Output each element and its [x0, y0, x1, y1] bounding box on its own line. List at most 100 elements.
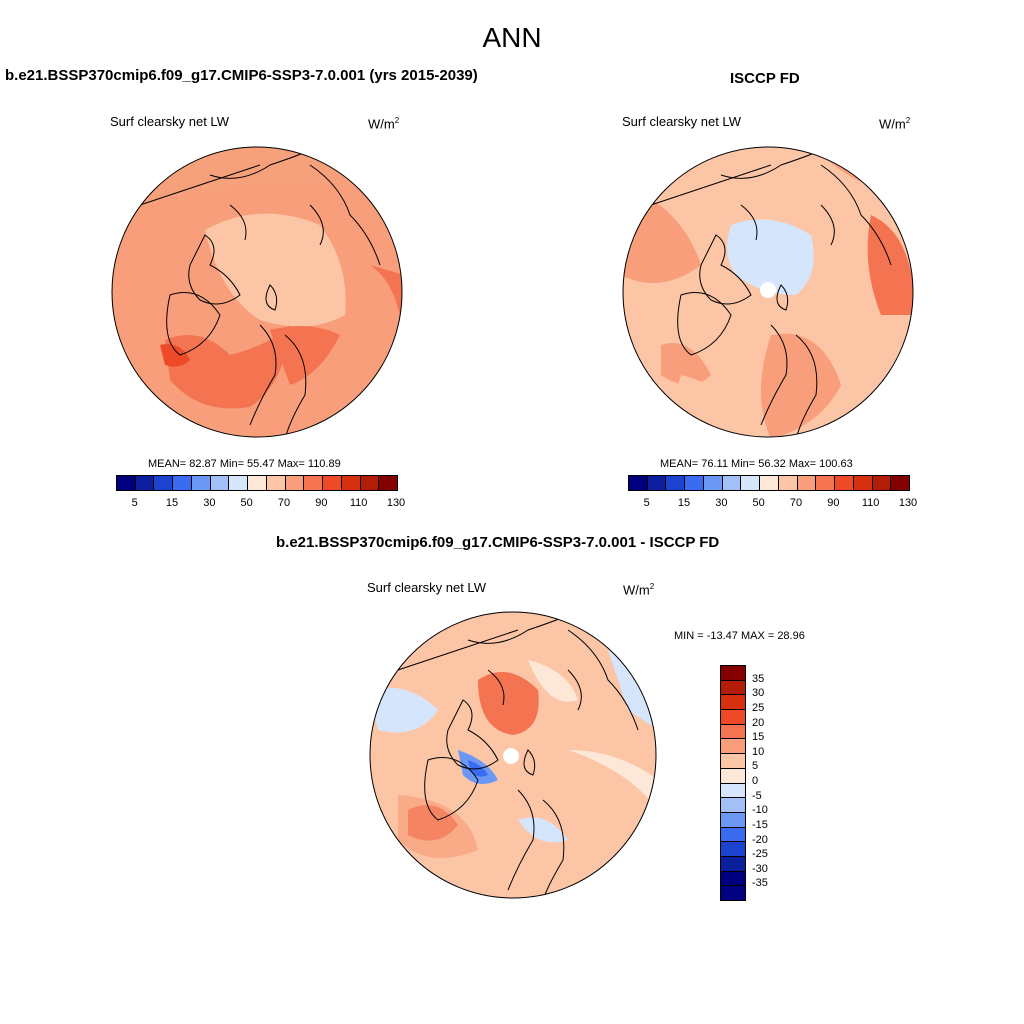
diff-variable-label: Surf clearsky net LW: [367, 580, 486, 595]
colorbar-swatch: [797, 476, 817, 490]
map-coastlines: [139, 149, 381, 437]
diff-colorbar: [720, 665, 746, 901]
colorbar-swatch: [721, 812, 745, 828]
map-fill-arctic-anomaly: [478, 672, 539, 735]
colorbar-tick-label: 50: [752, 497, 765, 509]
colorbar-tick-label: 90: [827, 497, 840, 509]
colorbar-swatch: [360, 476, 380, 490]
right-stats: MEAN= 76.11 Min= 56.32 Max= 100.63: [660, 458, 853, 470]
right-polar-map: [622, 146, 914, 438]
diff-panel-title: b.e21.BSSP370cmip6.f09_g17.CMIP6-SSP3-7.…: [276, 534, 720, 551]
map-pole-hole: [503, 748, 519, 764]
right-units: W/m2: [879, 116, 911, 132]
left-panel-title: b.e21.BSSP370cmip6.f09_g17.CMIP6-SSP3-7.…: [5, 67, 478, 84]
colorbar-tick-label: 5: [643, 497, 650, 509]
colorbar-swatch: [872, 476, 892, 490]
colorbar-tick-label: -30: [752, 862, 768, 875]
map-coastlines: [650, 149, 892, 437]
colorbar-swatch: [629, 476, 648, 490]
right-variable-label: Surf clearsky net LW: [622, 114, 741, 129]
colorbar-swatch: [379, 476, 398, 490]
colorbar-swatch: [835, 476, 854, 490]
figure-title: ANN: [482, 22, 542, 53]
colorbar-swatch: [778, 476, 798, 490]
colorbar-tick-label: 110: [861, 497, 880, 509]
colorbar-swatch: [117, 476, 136, 490]
colorbar-tick-label: 10: [752, 745, 765, 758]
colorbar-swatch: [721, 754, 745, 769]
colorbar-tick-label: 15: [752, 731, 765, 744]
map-fill-arctic: [727, 219, 814, 295]
map-border: [369, 611, 657, 899]
colorbar-swatch: [721, 666, 745, 681]
map-pole-hole: [760, 282, 776, 298]
colorbar-swatch: [721, 710, 745, 725]
left-polar-map: [111, 146, 403, 438]
colorbar-tick-label: 50: [240, 497, 253, 509]
colorbar-tick-label: 130: [386, 497, 406, 509]
colorbar-swatch: [173, 476, 192, 490]
colorbar-tick-label: 90: [315, 497, 328, 509]
colorbar-swatch: [853, 476, 873, 490]
colorbar-tick-label: 30: [203, 497, 216, 509]
map-fill-greenland: [165, 325, 290, 409]
map-fill-arctic: [205, 213, 346, 327]
right-colorbar-ticks: 5 15 30 50 70 90 110 130: [628, 497, 918, 511]
colorbar-swatch: [666, 476, 686, 490]
colorbar-tick-label: -35: [752, 877, 768, 890]
colorbar-swatch: [721, 695, 745, 711]
colorbar-swatch: [248, 476, 267, 490]
colorbar-tick-label: -15: [752, 818, 768, 831]
colorbar-swatch: [721, 724, 745, 740]
colorbar-swatch: [722, 476, 742, 490]
colorbar-swatch: [685, 476, 704, 490]
colorbar-swatch: [721, 886, 745, 900]
colorbar-swatch: [721, 783, 745, 799]
colorbar-swatch: [721, 798, 745, 813]
colorbar-tick-label: 130: [898, 497, 918, 509]
left-colorbar-ticks: 5 15 30 50 70 90 110 130: [116, 497, 406, 511]
right-panel-title: ISCCP FD: [730, 70, 800, 87]
colorbar-tick-label: 35: [752, 672, 765, 685]
colorbar-swatch: [135, 476, 155, 490]
colorbar-swatch: [285, 476, 305, 490]
colorbar-swatch: [721, 680, 745, 696]
left-colorbar: [116, 475, 398, 491]
colorbar-swatch: [721, 842, 745, 857]
colorbar-swatch: [304, 476, 324, 490]
diff-polar-map: [369, 611, 657, 899]
colorbar-swatch: [721, 856, 745, 872]
colorbar-swatch: [891, 476, 910, 490]
colorbar-swatch: [154, 476, 174, 490]
right-colorbar: [628, 475, 910, 491]
colorbar-tick-label: 20: [752, 716, 765, 729]
colorbar-tick-label: 0: [752, 775, 759, 787]
colorbar-tick-label: 5: [131, 497, 138, 509]
colorbar-swatch: [647, 476, 667, 490]
colorbar-swatch: [323, 476, 342, 490]
map-border: [111, 146, 403, 438]
colorbar-swatch: [341, 476, 361, 490]
colorbar-swatch: [721, 768, 745, 784]
colorbar-tick-label: -25: [752, 848, 768, 861]
colorbar-tick-label: 5: [752, 760, 759, 773]
map-border: [622, 146, 914, 438]
colorbar-tick-label: 30: [715, 497, 728, 509]
colorbar-swatch: [816, 476, 836, 490]
diff-stats: MIN = -13.47 MAX = 28.96: [674, 630, 805, 642]
colorbar-swatch: [721, 871, 745, 887]
left-stats: MEAN= 82.87 Min= 55.47 Max= 110.89: [148, 458, 341, 470]
colorbar-swatch: [210, 476, 230, 490]
colorbar-tick-label: 70: [277, 497, 291, 509]
colorbar-tick-label: -10: [752, 804, 768, 817]
colorbar-swatch: [703, 476, 723, 490]
colorbar-swatch: [760, 476, 779, 490]
colorbar-swatch: [721, 827, 745, 843]
map-coastlines: [397, 614, 639, 898]
colorbar-tick-label: 110: [349, 497, 368, 509]
left-variable-label: Surf clearsky net LW: [110, 114, 229, 129]
colorbar-tick-label: 70: [789, 497, 803, 509]
colorbar-swatch: [191, 476, 211, 490]
colorbar-tick-label: -20: [752, 833, 768, 846]
colorbar-swatch: [741, 476, 761, 490]
